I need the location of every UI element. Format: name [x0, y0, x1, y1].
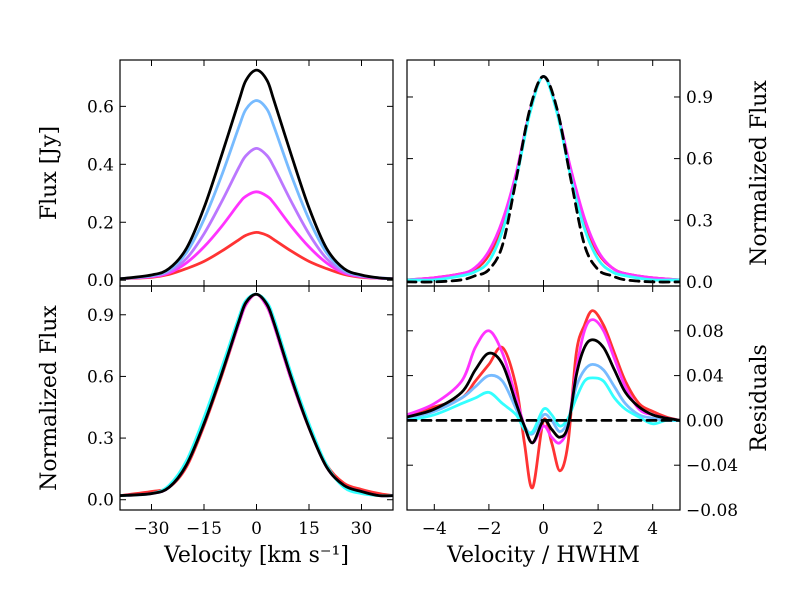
y-tick-label: 0.9: [686, 88, 713, 108]
series-line-0: [120, 292, 393, 498]
y-tick-label: 0.3: [686, 211, 713, 231]
series-group: [120, 68, 393, 281]
x-axis-label: Velocity / HWHM: [446, 543, 640, 568]
y-tick-label: 0.04: [686, 367, 724, 387]
series-line-3-dashed: [407, 75, 680, 284]
y-axis-label: Residuals: [747, 344, 772, 452]
y-tick-label: 0.3: [87, 429, 114, 449]
series-line-3: [120, 292, 393, 498]
x-tick-label: 0: [538, 519, 549, 539]
y-tick-label: 0.4: [87, 155, 114, 175]
y-axis-label: Flux [Jy]: [37, 126, 62, 220]
panel-top-right: 0.0 0.3 0.6 0.9 Normalized Flux: [406, 59, 772, 293]
x-tick-label: 0: [251, 519, 262, 539]
x-axis-label: Velocity [km s⁻¹]: [163, 543, 349, 568]
series-line-1: [407, 318, 680, 445]
panel-bottom-right: −0.08 −0.04 0.00 0.04 0.08 −4 −2 0 2 4 Velocity / …: [406, 285, 772, 568]
series-group: [120, 292, 393, 498]
series-group: [407, 75, 680, 284]
x-tick-label: 2: [593, 519, 604, 539]
series-line-2: [407, 75, 680, 282]
x-tick-label: −2: [476, 519, 501, 539]
y-axis-label: Normalized Flux: [37, 305, 62, 491]
x-tick-label: −15: [186, 519, 222, 539]
axes-frame: [406, 285, 681, 511]
y-tick-label: 0.00: [686, 411, 724, 431]
x-tick-label: −30: [134, 519, 170, 539]
y-tick-label: −0.04: [686, 456, 738, 476]
y-tick-label: 0.6: [686, 150, 713, 170]
y-axis-label: Normalized Flux: [747, 80, 772, 266]
y-tick-label: 0.6: [87, 367, 114, 387]
y-tick-label: 0.0: [87, 271, 114, 291]
y-tick-label: 0.2: [87, 213, 114, 233]
axes-frame: [119, 285, 394, 511]
series-line-3: [120, 99, 393, 281]
series-line-2: [120, 146, 393, 281]
y-tick-label: −0.08: [686, 501, 738, 521]
y-tick-label: 0.0: [686, 273, 713, 293]
series-line-0: [407, 75, 680, 282]
series-line-4: [407, 338, 680, 445]
axes-frame: [406, 59, 681, 287]
y-tick-label: 0.9: [87, 306, 114, 326]
series-group: [407, 309, 680, 490]
series-line-4: [120, 68, 393, 281]
series-line-1: [120, 292, 393, 498]
series-line-1: [407, 75, 680, 282]
x-tick-label: 15: [298, 519, 320, 539]
y-tick-label: 0.08: [686, 322, 724, 342]
series-line-2: [407, 363, 680, 436]
series-line-2: [120, 292, 393, 498]
series-line-0: [407, 309, 680, 490]
y-tick-label: 0.6: [87, 97, 114, 117]
series-line-1: [120, 190, 393, 281]
panel-top-left: 0.0 0.2 0.4 0.6 Flux [Jy]: [37, 59, 394, 291]
axes-frame: [119, 59, 394, 287]
y-tick-label: 0.0: [87, 491, 114, 511]
x-tick-label: 4: [647, 519, 658, 539]
series-line-3: [407, 376, 680, 435]
x-tick-label: 30: [351, 519, 373, 539]
x-tick-label: −4: [422, 519, 447, 539]
